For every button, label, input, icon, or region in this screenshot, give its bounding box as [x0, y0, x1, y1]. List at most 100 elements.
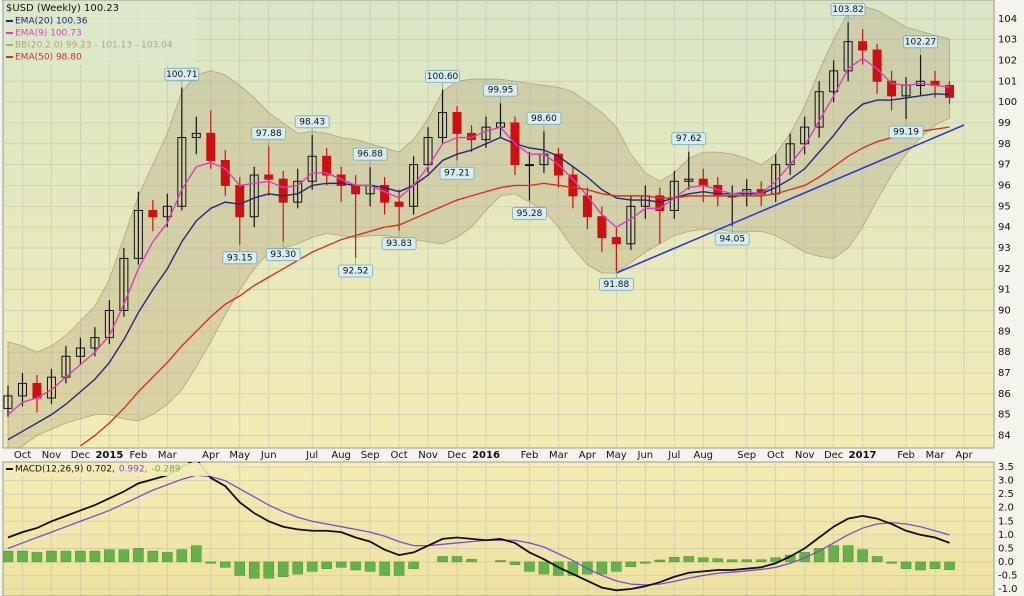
callout-box	[439, 166, 475, 180]
callout-label: 98.43	[299, 117, 325, 127]
x-tick-label: Apr	[202, 450, 220, 461]
histogram-bar	[509, 561, 521, 565]
y-tick-label: 91	[998, 285, 1011, 296]
callout-label: 100.60	[427, 72, 459, 82]
histogram-bar	[205, 561, 217, 564]
candle-body	[843, 41, 853, 72]
histogram-bar	[248, 561, 260, 579]
y-tick-label: 84	[998, 430, 1011, 441]
candle-body	[394, 201, 404, 207]
callout-label: 97.88	[256, 129, 282, 139]
histogram-bar	[755, 559, 767, 563]
candle-body	[800, 126, 810, 145]
histogram-bar	[147, 550, 159, 563]
callout-box	[164, 67, 200, 81]
x-tick-label: Oct	[14, 450, 31, 461]
histogram-bar	[408, 561, 419, 569]
x-tick-label: 2017	[849, 450, 877, 461]
x-tick-label: Oct	[767, 450, 784, 461]
histogram-bar	[46, 550, 57, 563]
callout-label: 97.21	[444, 169, 470, 179]
legend-label: EMA(50) 98.80	[15, 53, 82, 63]
y-tick-label: 100	[998, 97, 1017, 108]
callout-box	[352, 147, 388, 161]
callout-box	[338, 264, 374, 278]
histogram-bar	[698, 557, 709, 563]
legend-background	[4, 463, 234, 476]
x-tick-label: Nov	[418, 450, 438, 461]
callout-label: 99.19	[893, 127, 919, 137]
y-tick-label: 0.5	[998, 543, 1014, 554]
candle-body	[829, 70, 839, 93]
candle-body	[119, 257, 129, 311]
legend-label: EMA(20) 100.36	[15, 17, 88, 27]
histogram-bar	[466, 558, 477, 563]
histogram-bar	[495, 560, 506, 563]
candle-body	[351, 184, 361, 195]
x-tick-label: Jul	[305, 450, 318, 461]
histogram-bar	[118, 549, 130, 563]
callout-label: 100.71	[166, 70, 198, 80]
histogram-bar	[306, 561, 318, 572]
histogram-bar	[871, 556, 883, 563]
y-tick-label: 2.5	[998, 489, 1014, 500]
callout-box	[888, 125, 924, 139]
histogram-bar	[741, 559, 752, 563]
callout-box	[903, 35, 938, 49]
callout-label: 91.88	[603, 280, 629, 290]
histogram-bar	[857, 549, 868, 563]
candle-body	[104, 309, 114, 339]
histogram-bar	[712, 558, 724, 563]
candle-body	[177, 137, 187, 207]
histogram-bar	[277, 561, 289, 578]
histogram-bar	[17, 550, 28, 563]
y-tick-label: 90	[998, 305, 1011, 316]
histogram-bar	[813, 548, 825, 563]
callout-label: 96.88	[357, 150, 383, 160]
y-tick-label: 2.0	[998, 503, 1014, 514]
histogram-bar	[104, 549, 115, 563]
histogram-bar	[944, 561, 955, 570]
candle-body	[524, 164, 534, 167]
chart-title: $USD (Weekly) 100.23	[6, 3, 119, 14]
histogram-bar	[176, 549, 188, 563]
histogram-bar	[379, 561, 390, 576]
histogram-bar	[393, 561, 405, 576]
y-tick-label: 89	[998, 326, 1011, 337]
callout-label: 92.52	[343, 266, 369, 276]
x-tick-label: 2016	[472, 450, 500, 461]
histogram-bar	[133, 548, 144, 563]
histogram-bar	[524, 561, 535, 572]
x-tick-label: Jun	[637, 450, 654, 461]
x-tick-label: Apr	[579, 450, 597, 461]
legend-label: BB(20,2.0) 99.23 - 101.13 - 103.04	[15, 41, 173, 51]
y-tick-label: 87	[998, 368, 1011, 379]
histogram-bar	[31, 552, 43, 563]
callout-label: 94.05	[719, 235, 745, 245]
histogram-bar	[263, 561, 274, 579]
callout-box	[381, 237, 417, 251]
histogram-bar	[726, 559, 738, 563]
candle-body	[452, 112, 462, 134]
callout-box	[222, 251, 258, 265]
histogram-bar	[60, 550, 72, 563]
histogram-bar	[640, 561, 651, 564]
histogram-bar	[220, 561, 231, 568]
x-tick-label: Dec	[447, 450, 466, 461]
x-tick-label: Feb	[130, 450, 148, 461]
candle-body	[438, 112, 448, 139]
callout-label: 95.28	[517, 209, 543, 219]
bollinger-band	[7, 5, 950, 448]
histogram-bar	[162, 552, 173, 563]
y-tick-label: 88	[998, 347, 1011, 358]
x-tick-label: 2015	[95, 450, 123, 461]
x-tick-label: Nov	[795, 450, 815, 461]
macd-line	[7, 474, 950, 586]
y-tick-label: 0.0	[998, 557, 1014, 568]
histogram-bar	[335, 561, 347, 568]
histogram-bar	[683, 556, 695, 563]
candle-body	[249, 174, 259, 218]
x-tick-label: Nov	[42, 450, 62, 461]
x-tick-label: Dec	[824, 450, 843, 461]
